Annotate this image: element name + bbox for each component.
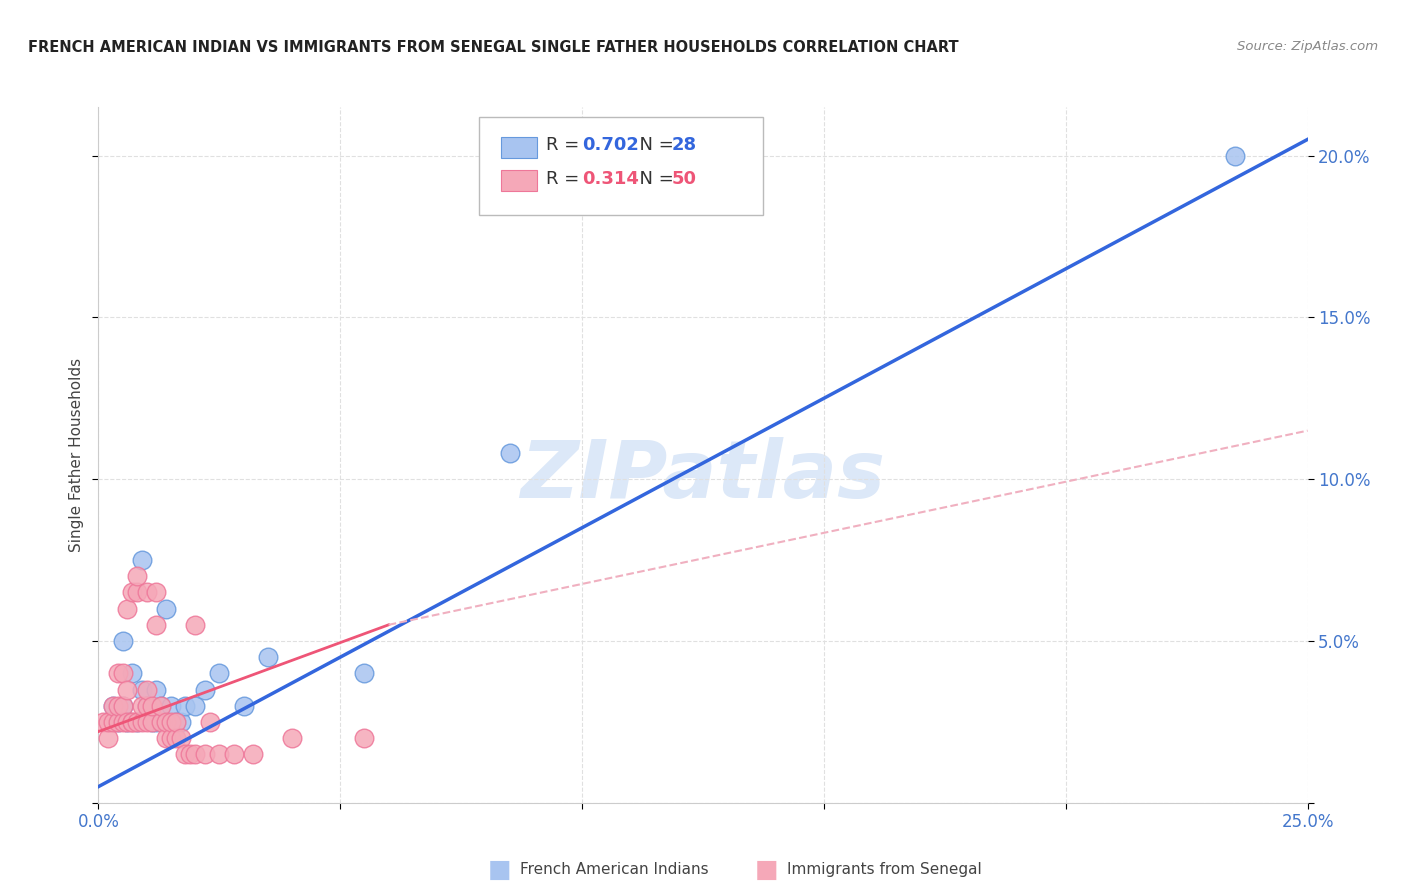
Text: 50: 50: [672, 169, 696, 187]
Point: [121, 585, 143, 599]
Point: [155, 714, 177, 729]
Text: N =: N =: [628, 136, 679, 154]
Point: [165, 731, 187, 745]
Point: [131, 714, 153, 729]
Text: 28: 28: [672, 136, 697, 154]
Point: [121, 714, 143, 729]
Point: [97, 714, 120, 729]
Point: [194, 682, 217, 697]
Point: [135, 714, 157, 729]
Point: [111, 698, 134, 713]
Point: [91, 714, 114, 729]
Point: [353, 666, 375, 681]
Y-axis label: Single Father Households: Single Father Households: [69, 358, 84, 552]
Point: [208, 666, 231, 681]
Point: [232, 698, 254, 713]
Text: 0.702: 0.702: [582, 136, 638, 154]
Point: [101, 698, 124, 713]
Text: ■: ■: [755, 858, 778, 881]
Point: [208, 747, 231, 762]
Point: [141, 714, 163, 729]
Point: [174, 698, 197, 713]
Point: [498, 446, 520, 460]
Point: [184, 617, 207, 632]
Text: R =: R =: [546, 136, 585, 154]
Point: [121, 666, 143, 681]
Point: [111, 698, 134, 713]
Point: [165, 714, 187, 729]
Point: [150, 698, 173, 713]
Text: Immigrants from Senegal: Immigrants from Senegal: [787, 863, 983, 877]
Text: ZIPatlas: ZIPatlas: [520, 437, 886, 515]
Point: [169, 714, 191, 729]
Text: N =: N =: [628, 169, 679, 187]
Point: [242, 747, 264, 762]
Point: [135, 682, 157, 697]
Point: [145, 714, 167, 729]
Point: [127, 714, 149, 729]
Point: [222, 747, 245, 762]
Point: [107, 714, 129, 729]
Point: [101, 714, 124, 729]
Point: [155, 601, 177, 615]
Text: French American Indians: French American Indians: [520, 863, 709, 877]
Point: [194, 747, 217, 762]
Text: Source: ZipAtlas.com: Source: ZipAtlas.com: [1237, 40, 1378, 54]
Point: [117, 714, 139, 729]
Point: [353, 731, 375, 745]
Point: [281, 731, 304, 745]
Point: [155, 731, 177, 745]
Point: [101, 698, 124, 713]
Point: [150, 698, 173, 713]
Point: [131, 553, 153, 567]
Point: [160, 698, 183, 713]
Text: 0.314: 0.314: [582, 169, 638, 187]
Point: [141, 714, 163, 729]
Point: [184, 747, 207, 762]
Point: [256, 650, 278, 665]
Point: [117, 714, 139, 729]
Text: ■: ■: [488, 858, 510, 881]
Point: [131, 682, 153, 697]
Point: [127, 714, 149, 729]
FancyBboxPatch shape: [501, 169, 537, 191]
Point: [184, 698, 207, 713]
Point: [179, 747, 201, 762]
Point: [107, 698, 129, 713]
Point: [160, 731, 183, 745]
Point: [107, 714, 129, 729]
Point: [141, 698, 163, 713]
Point: [135, 698, 157, 713]
Point: [117, 682, 139, 697]
Point: [198, 714, 221, 729]
Point: [160, 714, 183, 729]
Point: [135, 698, 157, 713]
Point: [135, 698, 157, 713]
FancyBboxPatch shape: [501, 137, 537, 158]
Point: [107, 666, 129, 681]
Point: [145, 617, 167, 632]
Point: [165, 714, 187, 729]
FancyBboxPatch shape: [479, 118, 763, 215]
Point: [135, 585, 157, 599]
Point: [174, 747, 197, 762]
Point: [131, 698, 153, 713]
Point: [127, 569, 149, 583]
Point: [111, 714, 134, 729]
Text: R =: R =: [546, 169, 585, 187]
Point: [127, 585, 149, 599]
Point: [97, 731, 120, 745]
Point: [121, 714, 143, 729]
Point: [1223, 148, 1246, 162]
Point: [117, 601, 139, 615]
Point: [150, 714, 173, 729]
Point: [145, 585, 167, 599]
Text: FRENCH AMERICAN INDIAN VS IMMIGRANTS FROM SENEGAL SINGLE FATHER HOUSEHOLDS CORRE: FRENCH AMERICAN INDIAN VS IMMIGRANTS FRO…: [28, 40, 959, 55]
Point: [111, 634, 134, 648]
Point: [111, 666, 134, 681]
Point: [169, 731, 191, 745]
Point: [145, 682, 167, 697]
